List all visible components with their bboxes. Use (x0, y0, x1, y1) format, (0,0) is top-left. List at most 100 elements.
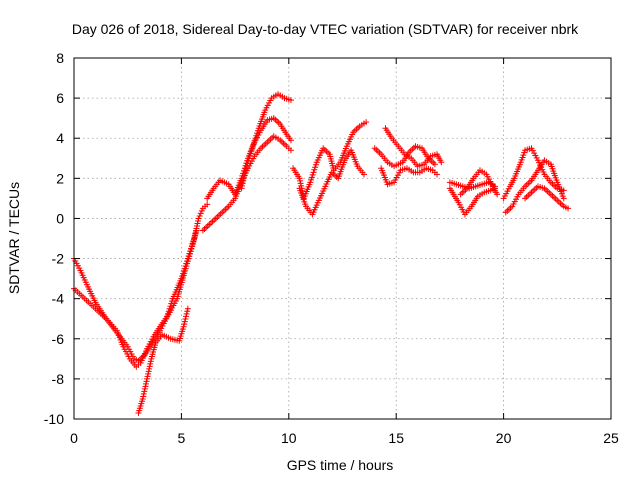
x-tick-label: 15 (388, 430, 404, 446)
data-point (308, 176, 315, 183)
data-point (239, 182, 246, 189)
series-track-3 (135, 305, 191, 416)
data-point (246, 155, 253, 162)
y-tick-label: 6 (56, 90, 64, 106)
data-point (147, 358, 154, 365)
data-point (240, 175, 247, 182)
data-point (565, 205, 572, 212)
data-point (145, 368, 152, 375)
data-point (145, 370, 152, 377)
series-track-7 (290, 119, 370, 202)
series-track-6 (238, 91, 294, 192)
y-tick-label: -4 (52, 291, 65, 307)
y-tick-label: -10 (44, 411, 64, 427)
data-point (242, 165, 249, 172)
data-point (249, 145, 256, 152)
data-point (360, 171, 367, 178)
data-point (197, 210, 204, 217)
data-point (287, 97, 294, 104)
series-track-16 (502, 157, 567, 216)
data-point (143, 378, 150, 385)
data-point (140, 390, 147, 397)
data-point (252, 135, 259, 142)
x-tick-label: 0 (70, 430, 78, 446)
data-point (309, 171, 316, 178)
data-point (139, 395, 146, 402)
data-point (184, 308, 191, 315)
y-tick-label: 8 (56, 50, 64, 66)
data-point (245, 157, 252, 164)
data-point (180, 323, 187, 330)
series-track-8 (296, 147, 367, 218)
data-point (296, 175, 303, 182)
grid-layer (73, 57, 612, 420)
chart-title: Day 026 of 2018, Sidereal Day-to-day VTE… (72, 21, 579, 37)
data-point (253, 132, 260, 139)
ticks-layer: 0 5 10 15 20 25 -10 -8 -6 -4 -2 0 2 4 6 8 (44, 50, 619, 446)
data-point (141, 385, 148, 392)
data-point (250, 142, 257, 149)
data-point (142, 380, 149, 387)
y-tick-label: -6 (52, 331, 65, 347)
y-axis-title: SDTVAR / TECUs (6, 182, 22, 294)
series-track-10 (378, 165, 441, 188)
y-tick-label: -8 (52, 371, 65, 387)
data-point (142, 383, 149, 390)
data-point (241, 170, 248, 177)
x-axis-title: GPS time / hours (287, 457, 394, 473)
data-point (140, 393, 147, 400)
data-points-layer (71, 91, 572, 416)
data-point (560, 187, 567, 194)
y-tick-label: 2 (56, 170, 64, 186)
series-track-11 (371, 143, 438, 170)
data-point (494, 191, 501, 198)
data-point (196, 212, 203, 219)
data-point (312, 164, 319, 171)
data-point (308, 174, 315, 181)
data-point (244, 160, 251, 167)
data-point (198, 207, 205, 214)
data-point (238, 185, 245, 192)
data-point (560, 195, 567, 202)
data-point (204, 201, 211, 208)
data-point (141, 388, 148, 395)
x-tick-label: 10 (281, 430, 297, 446)
data-point (193, 222, 200, 229)
series-track-17 (522, 183, 572, 212)
data-point (307, 179, 314, 186)
data-point (251, 137, 258, 144)
x-tick-label: 20 (496, 430, 512, 446)
y-tick-label: 4 (56, 130, 64, 146)
data-point (287, 147, 294, 154)
data-point (144, 373, 151, 380)
data-point (243, 162, 250, 169)
data-point (297, 180, 304, 187)
series-track-14 (457, 167, 501, 198)
data-point (195, 217, 202, 224)
x-tick-label: 25 (603, 430, 619, 446)
data-point (254, 127, 261, 134)
data-point (254, 130, 261, 137)
data-point (363, 119, 370, 126)
series-track-1 (71, 201, 211, 364)
series-track-2 (71, 227, 200, 370)
data-point (239, 180, 246, 187)
data-point (297, 177, 304, 184)
data-point (431, 161, 438, 168)
data-point (242, 167, 249, 174)
data-point (183, 310, 190, 317)
data-point (248, 147, 255, 154)
series-track-4 (199, 133, 294, 234)
data-point (144, 375, 151, 382)
plot-frame (73, 57, 612, 420)
data-point (146, 363, 153, 370)
data-point (311, 166, 318, 173)
data-point (146, 365, 153, 372)
data-point (184, 305, 191, 312)
data-point (240, 177, 247, 184)
data-point (250, 140, 257, 147)
x-tick-label: 5 (178, 430, 186, 446)
data-point (181, 321, 188, 328)
